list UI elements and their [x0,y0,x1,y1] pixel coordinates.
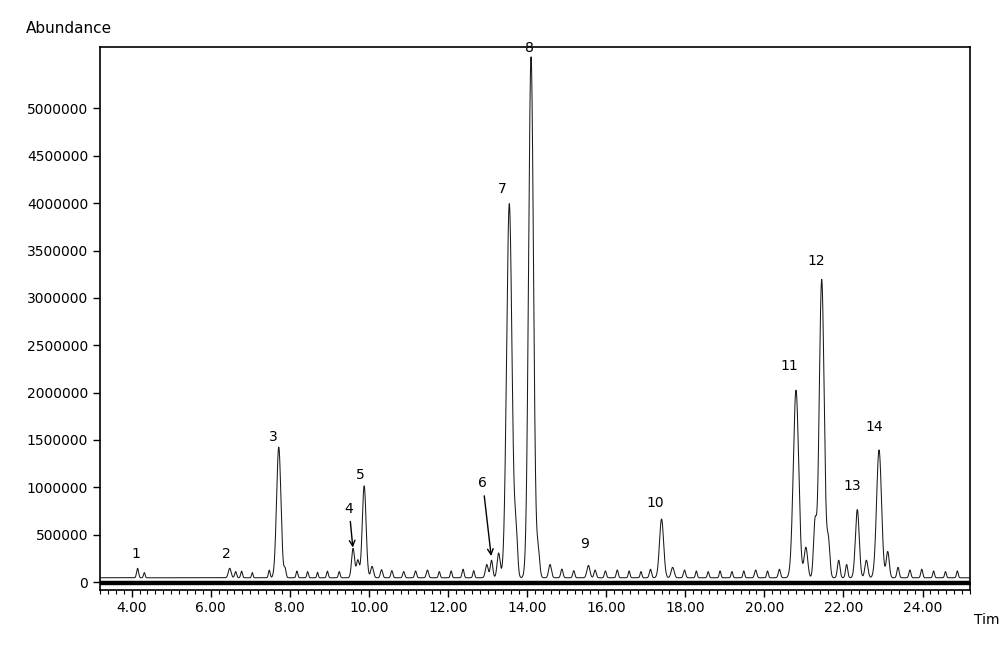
Text: 11: 11 [780,358,798,373]
Text: 4: 4 [345,502,355,546]
Text: 7: 7 [498,182,507,196]
Text: 9: 9 [580,537,589,551]
Text: 12: 12 [808,253,825,267]
Text: 8: 8 [525,42,534,56]
Text: 5: 5 [356,468,365,482]
Text: 10: 10 [647,496,664,510]
Text: 3: 3 [269,429,278,444]
Text: Abundance: Abundance [26,21,112,36]
Text: Time/min: Time/min [974,612,1000,626]
Text: 1: 1 [131,547,140,561]
Text: 2: 2 [222,547,231,561]
Text: 14: 14 [865,420,883,434]
Text: 13: 13 [843,479,861,493]
Text: 6: 6 [478,476,493,555]
